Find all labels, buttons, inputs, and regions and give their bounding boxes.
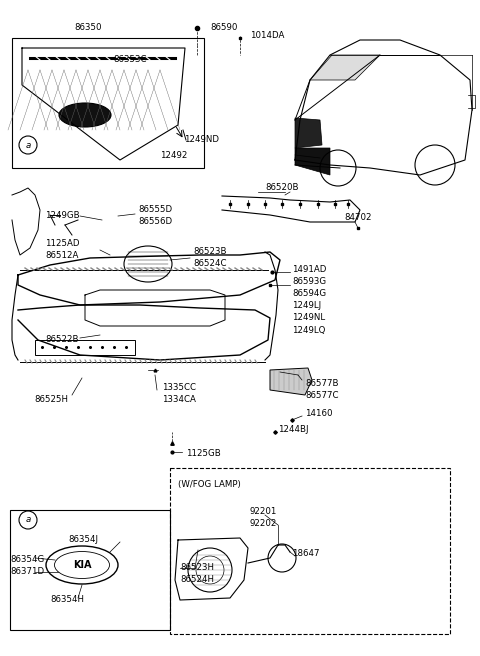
Text: 86525H: 86525H (34, 396, 68, 405)
Text: 86594G: 86594G (292, 289, 326, 298)
Bar (10, 510, 170, 630)
Text: 86524H: 86524H (180, 575, 214, 584)
Polygon shape (295, 118, 322, 148)
Text: 1249NL: 1249NL (292, 314, 325, 323)
Text: 84702: 84702 (344, 213, 372, 222)
Text: 14160: 14160 (305, 409, 333, 419)
Text: 1244BJ: 1244BJ (278, 426, 309, 434)
Text: 86354G: 86354G (10, 556, 44, 565)
Text: 12492: 12492 (160, 152, 187, 161)
Text: 86520B: 86520B (265, 184, 299, 192)
Text: 86371D: 86371D (10, 567, 44, 577)
Polygon shape (270, 368, 312, 395)
Text: 86353C: 86353C (113, 56, 146, 64)
Text: 86354H: 86354H (50, 596, 84, 604)
Text: 1334CA: 1334CA (162, 396, 196, 405)
Text: (W/FOG LAMP): (W/FOG LAMP) (178, 480, 241, 489)
Text: a: a (25, 140, 31, 150)
Text: 1125AD: 1125AD (45, 239, 80, 249)
Text: 86555D: 86555D (138, 205, 172, 215)
Polygon shape (295, 148, 330, 175)
Text: KIA: KIA (73, 560, 91, 570)
Text: 1491AD: 1491AD (292, 266, 326, 274)
Text: 86522B: 86522B (45, 335, 79, 344)
Text: 86354J: 86354J (68, 535, 98, 544)
Bar (12, 38, 204, 168)
Text: 1249ND: 1249ND (184, 136, 219, 144)
Text: 86524C: 86524C (193, 260, 227, 268)
Text: 86577C: 86577C (305, 392, 338, 401)
Text: 92202: 92202 (250, 520, 277, 529)
Text: 1249GB: 1249GB (45, 211, 80, 220)
Text: 86590: 86590 (210, 24, 238, 33)
Text: 86512A: 86512A (45, 251, 78, 260)
Circle shape (19, 511, 37, 529)
Polygon shape (310, 55, 380, 80)
Text: 1249LQ: 1249LQ (292, 325, 325, 335)
Text: 86523H: 86523H (180, 564, 214, 573)
Text: 92201: 92201 (250, 508, 277, 516)
Text: 86593G: 86593G (292, 277, 326, 287)
Text: 1335CC: 1335CC (162, 384, 196, 392)
Text: 1249LJ: 1249LJ (292, 302, 321, 310)
Text: 86523B: 86523B (193, 247, 227, 256)
Bar (170, 468, 450, 634)
Bar (35, 340, 135, 355)
Circle shape (19, 136, 37, 154)
Text: a: a (25, 516, 31, 525)
Text: 86350: 86350 (74, 24, 102, 33)
Text: 18647: 18647 (292, 550, 320, 558)
Text: 1125GB: 1125GB (186, 449, 221, 457)
Text: 86556D: 86556D (138, 218, 172, 226)
Text: 1014DA: 1014DA (250, 31, 284, 41)
Ellipse shape (59, 103, 111, 127)
Text: 86577B: 86577B (305, 380, 338, 388)
